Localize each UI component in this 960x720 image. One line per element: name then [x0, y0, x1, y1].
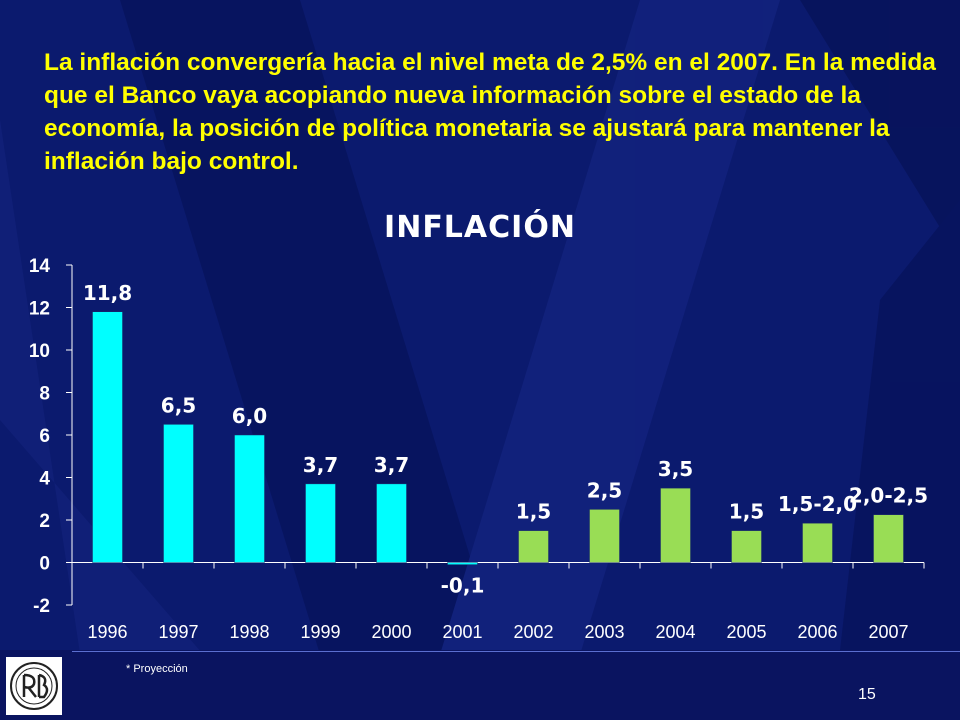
bar	[518, 530, 549, 563]
chart-title: INFLACIÓN	[384, 210, 576, 245]
data-label: 2,5	[587, 478, 622, 502]
slide-headline: La inflación convergería hacia el nivel …	[44, 49, 936, 175]
y-tick-label: 14	[29, 256, 51, 277]
data-label: 6,5	[161, 393, 196, 417]
data-label: 3,5	[658, 457, 693, 481]
x-tick-label: 1999	[300, 622, 340, 642]
x-tick-label: 2003	[584, 622, 624, 642]
bar	[447, 562, 478, 565]
footer-divider	[72, 651, 960, 652]
data-label: 1,5-2,0	[778, 492, 857, 516]
data-label: 1,5	[729, 500, 764, 524]
x-tick-label: 1998	[229, 622, 269, 642]
x-tick-label: 2004	[655, 622, 695, 642]
footnote: * Proyección	[126, 663, 188, 675]
bar	[873, 514, 904, 563]
x-tick-label: 2006	[797, 622, 837, 642]
y-tick-label: 8	[39, 384, 50, 405]
bank-logo-icon	[6, 657, 62, 715]
y-tick-label: 0	[39, 554, 50, 575]
page-number: 15	[858, 686, 876, 703]
y-tick-label: 12	[29, 299, 50, 320]
footer-bar	[0, 650, 960, 720]
bar	[305, 483, 336, 563]
x-tick-label: 2000	[371, 622, 411, 642]
data-label: 11,8	[83, 281, 132, 305]
x-tick-label: 2007	[868, 622, 908, 642]
bar	[660, 487, 691, 563]
y-tick-label: 2	[39, 511, 50, 532]
x-tick-label: 1997	[158, 622, 198, 642]
data-label: 1,5	[516, 500, 551, 524]
bar	[802, 522, 833, 563]
bar	[234, 434, 265, 563]
bar	[731, 530, 762, 563]
data-label: 3,7	[374, 453, 409, 477]
bar	[376, 483, 407, 563]
bar	[92, 311, 123, 563]
y-tick-label: 10	[29, 341, 50, 362]
data-label: 2,0-2,5	[849, 484, 928, 508]
data-label: 6,0	[232, 404, 267, 428]
bar	[589, 509, 620, 563]
y-tick-label: 6	[39, 426, 50, 447]
y-tick-label: 4	[39, 469, 50, 490]
data-label: -0,1	[441, 574, 485, 598]
data-label: 3,7	[303, 453, 338, 477]
x-tick-label: 2005	[726, 622, 766, 642]
bar	[163, 424, 194, 563]
x-tick-label: 1996	[87, 622, 127, 642]
x-tick-label: 2001	[442, 622, 482, 642]
x-tick-label: 2002	[513, 622, 553, 642]
y-tick-label: -2	[33, 596, 50, 617]
